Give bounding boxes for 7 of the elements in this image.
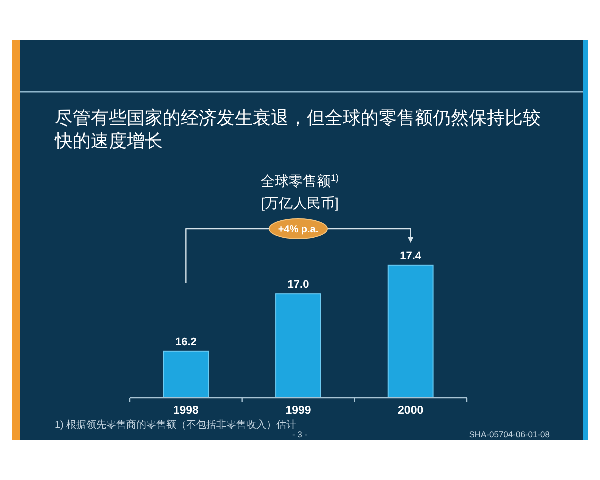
ylabel: [万亿人民币] [261, 195, 339, 211]
annotation: SHA-05704-06-01-08 [469, 430, 550, 440]
annotation: 1) 根据领先零售商的零售额（不包括非零售收入）估计 [55, 420, 297, 431]
subtitle: 全球零售额$^{1)}$ [260, 173, 340, 189]
title: 尽管有些国家的经济发生衰退，但全球的零售额仍然保持比较快的速度增长 [55, 108, 541, 151]
annotation: +4% p.a. [278, 224, 319, 236]
annotation: - 3 - [292, 430, 308, 440]
